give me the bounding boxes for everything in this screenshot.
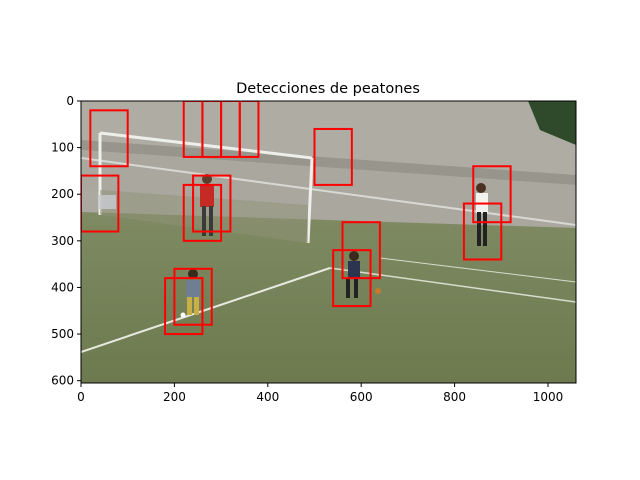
detection-box-7 bbox=[472, 165, 512, 224]
detection-box-14 bbox=[173, 267, 213, 326]
detection-box-9 bbox=[192, 174, 232, 233]
y-tick-label: 100 bbox=[51, 141, 74, 155]
detection-box-15 bbox=[164, 277, 204, 336]
detection-box-13 bbox=[332, 249, 372, 308]
detection-box-10 bbox=[182, 183, 223, 242]
x-tick-label: 1000 bbox=[533, 390, 564, 404]
y-tick-label: 200 bbox=[51, 187, 74, 201]
y-tick-label: 600 bbox=[51, 374, 74, 388]
detection-box-11 bbox=[462, 202, 503, 261]
x-tick-label: 200 bbox=[163, 390, 186, 404]
y-tick-label: 0 bbox=[66, 94, 74, 108]
detection-box-8 bbox=[81, 174, 120, 233]
chart-title: Detecciones de peatones bbox=[236, 81, 420, 97]
y-axis: 0 100 200 300 400 500 600 bbox=[51, 94, 81, 388]
detection-box-6 bbox=[313, 127, 353, 186]
y-tick-label: 400 bbox=[51, 280, 74, 294]
detection-box-1 bbox=[89, 109, 129, 168]
detection-boxes bbox=[81, 101, 512, 336]
x-tick-label: 600 bbox=[350, 390, 373, 404]
soccer-field-photo bbox=[81, 101, 576, 383]
x-tick-label: 800 bbox=[443, 390, 466, 404]
y-tick-label: 300 bbox=[51, 234, 74, 248]
x-tick-label: 400 bbox=[256, 390, 279, 404]
y-tick-label: 500 bbox=[51, 327, 74, 341]
detection-box-5 bbox=[238, 101, 260, 158]
x-tick-label: 0 bbox=[77, 390, 85, 404]
x-axis: 0 200 400 600 800 1000 bbox=[77, 383, 563, 404]
axes-frame bbox=[80, 100, 577, 384]
